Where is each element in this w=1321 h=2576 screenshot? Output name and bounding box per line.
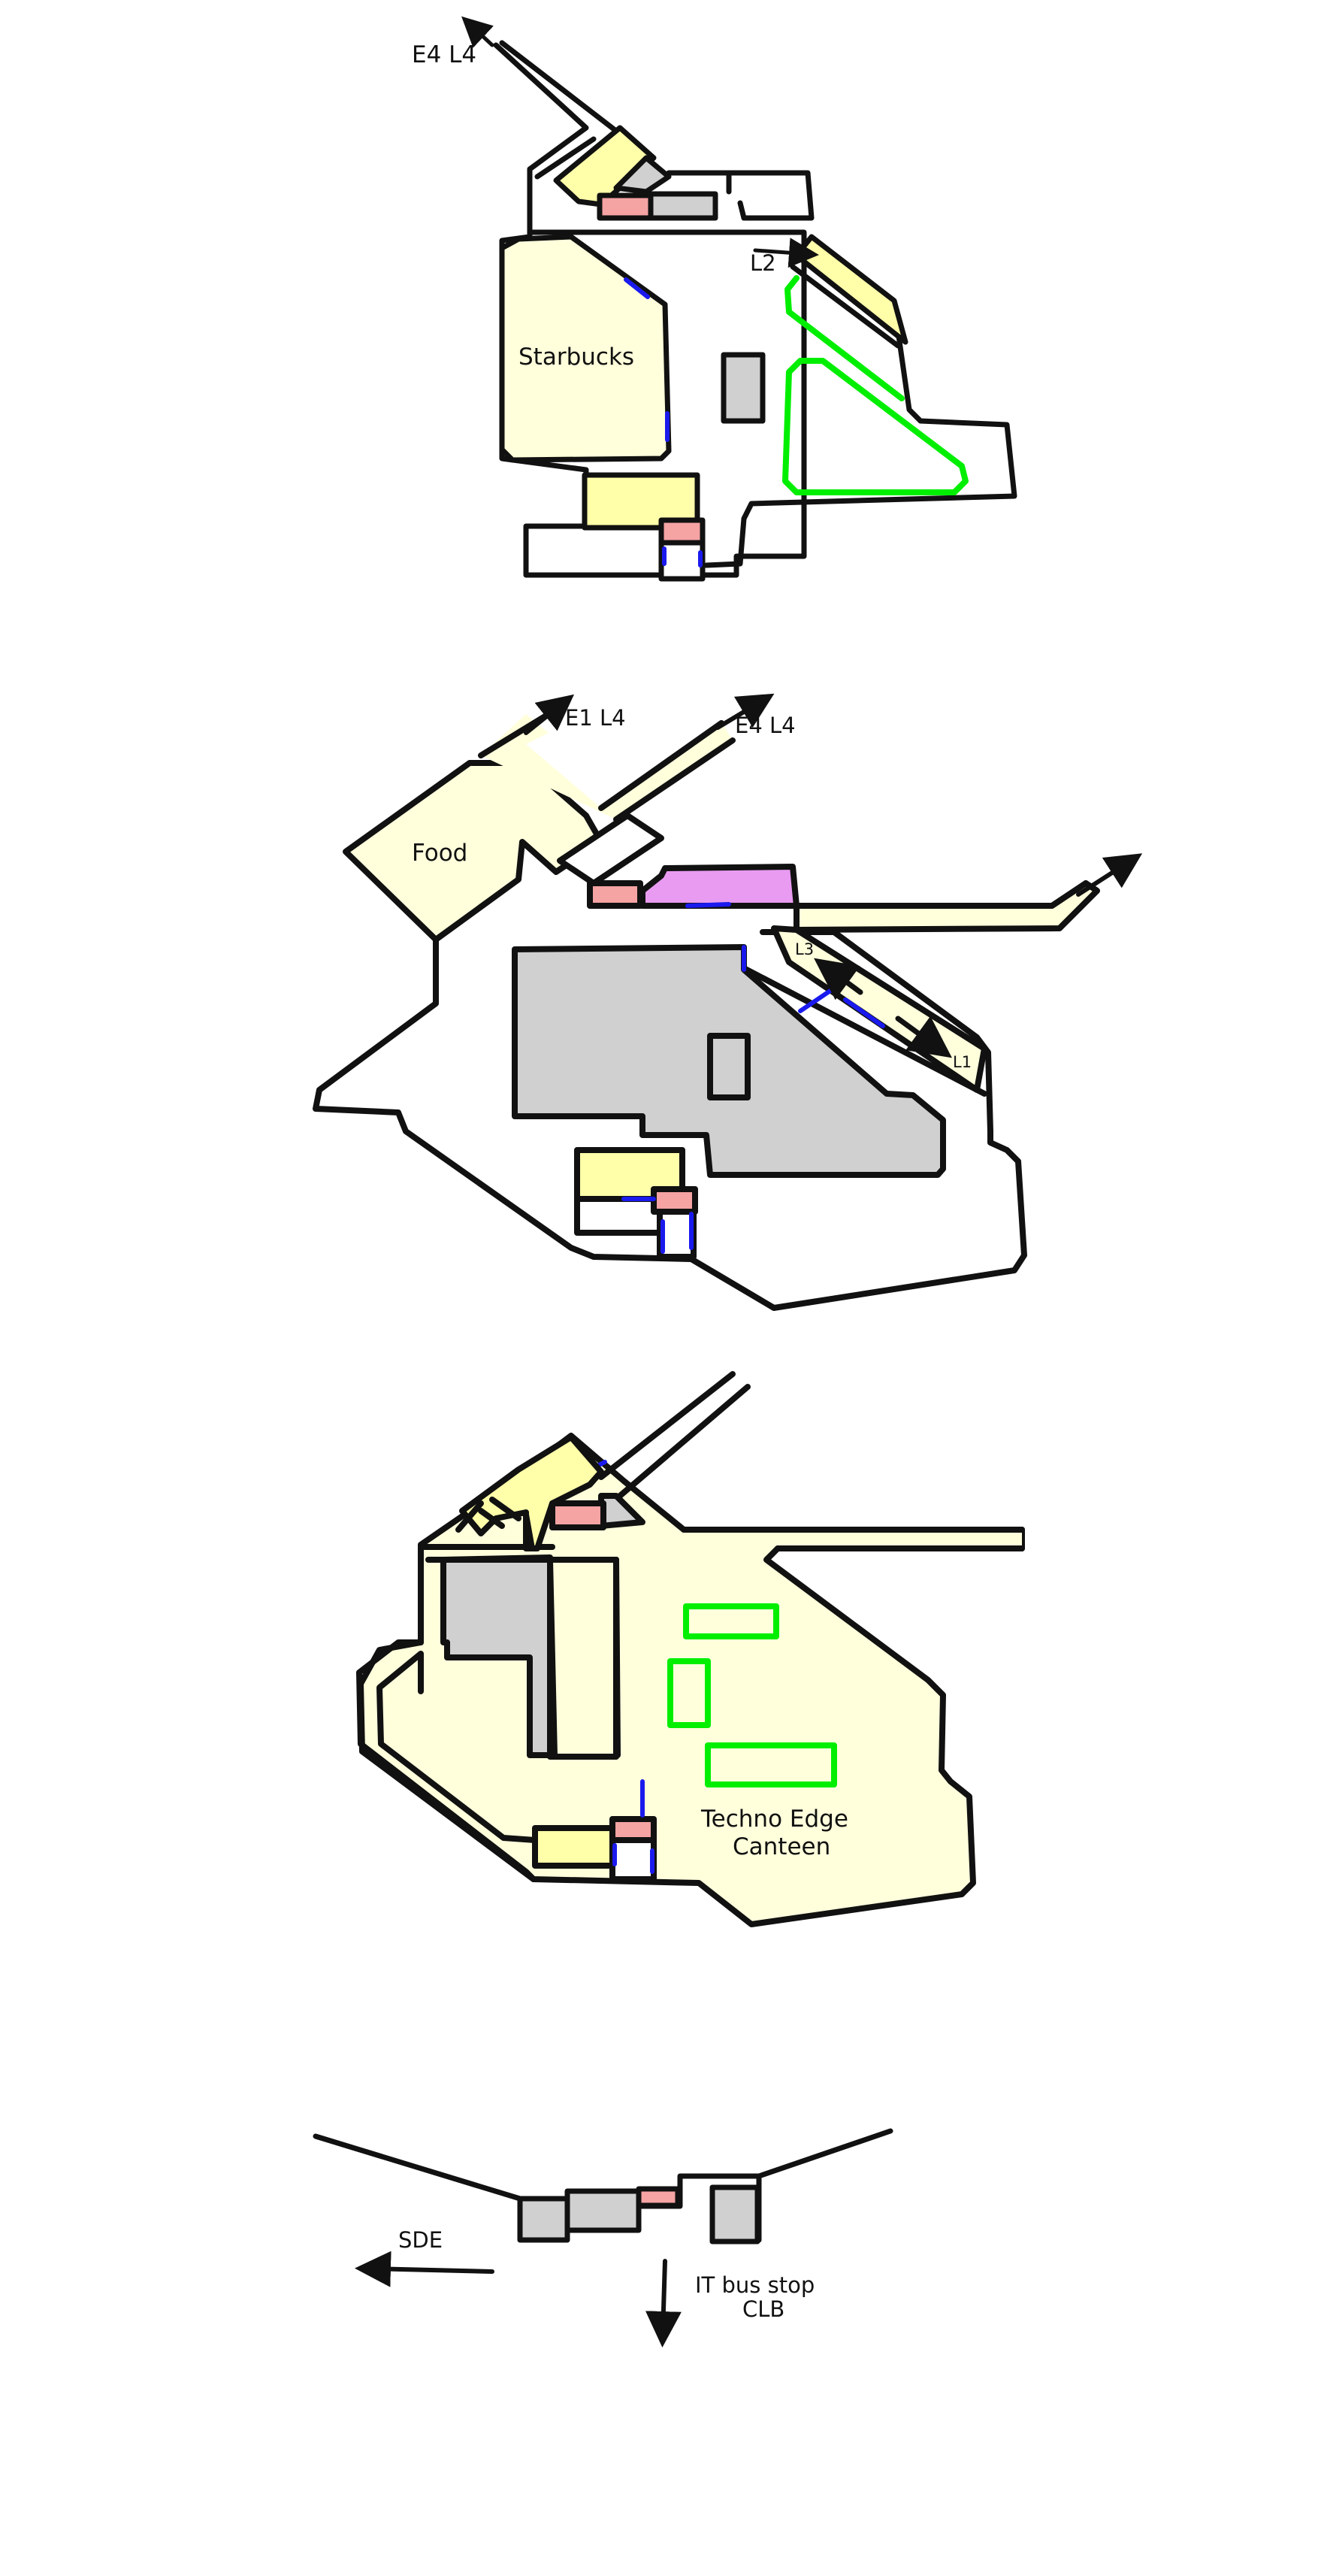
level-second-north-corridor [481, 714, 733, 819]
level-ground-sde-label: SDE [398, 2227, 443, 2253]
level-top-east-wall [703, 253, 1017, 568]
level-top-garden-triangle [782, 358, 969, 495]
level-second-e4-arrow [715, 693, 775, 730]
level-third-west-outline [356, 1545, 537, 1882]
level-second-floor-outline [313, 929, 1027, 1311]
level-second-l1-label: L1 [953, 1053, 972, 1071]
level-top-lower-door [662, 546, 703, 568]
level-second-purple-room [639, 864, 800, 909]
level-second-e1-arrow [524, 694, 575, 735]
level-second-escalator-rail-a [741, 965, 987, 1097]
level-second-pink-restroom [651, 1186, 698, 1215]
level-third-diag-corridor-b [617, 1384, 751, 1499]
level-third-green-table-3 [705, 1742, 837, 1787]
level-ground-bus-label-2: CLB [742, 2296, 784, 2322]
level-second-purple-door [685, 902, 731, 908]
level-third-north-bridge [766, 1530, 1022, 1548]
level-second-pink-room [587, 880, 643, 909]
level-third-green-table-2 [667, 1658, 711, 1728]
level-second-e4-corridor-wall-b [613, 737, 736, 822]
level-top-e4-l4-label: E4 L4 [412, 41, 476, 68]
level-top-starbucks-door-top [624, 277, 650, 299]
level-ground-east-road [756, 2128, 893, 2179]
level-second-l3-arrow [814, 958, 863, 1000]
level-top-west-corridor [493, 42, 597, 180]
level-second-white-room-a [574, 1196, 663, 1236]
level-second-east-arrow [1076, 853, 1143, 897]
level-ground-pink-room [636, 2186, 681, 2208]
level-second-food-label: Food [412, 840, 467, 867]
level-second-e4-corridor-wall-a [598, 720, 724, 811]
level-top-l2-arrow [753, 238, 819, 268]
level-second-l3-label: L3 [795, 940, 814, 958]
level-top-map: E4 L4 Starbucks L2 [412, 16, 1017, 582]
level-second-e4-l4-label: E4 L4 [735, 713, 796, 738]
level-top-lower-white-room [658, 540, 706, 582]
level-ground-gray-room-3 [709, 2184, 760, 2245]
level-top-garden-strip [784, 275, 905, 401]
level-third-white-restroom [609, 1837, 657, 1882]
level-second-yellow-room [574, 1147, 685, 1202]
level-second-upper-white-room [557, 813, 664, 886]
level-third-map: Techno Edge Canteen [356, 1371, 1025, 1927]
level-ground-sde-arrow [355, 2251, 494, 2287]
level-third-west-inner [376, 1651, 538, 1843]
level-top-gray-room [648, 191, 718, 221]
level-top-e4-arrow [461, 16, 494, 48]
level-third-restroom-doors [612, 1779, 654, 1874]
level-third-canteen-label-1: Techno Edge [700, 1806, 848, 1833]
level-second-east-bridge [794, 880, 1100, 933]
level-ground-gray-room-2 [564, 2188, 642, 2233]
level-third-diag-corridor-a [598, 1371, 736, 1480]
level-third-nw-stairs [455, 1497, 535, 1551]
level-ground-west-road [313, 2133, 523, 2202]
level-top-north-wall [527, 166, 815, 235]
level-second-e1-l4-label: E1 L4 [565, 705, 626, 731]
level-top-pink-room [597, 192, 654, 221]
level-top-gray-wedge [613, 155, 672, 195]
level-third-corridor-wall-a [547, 1557, 558, 1758]
level-third-canteen-label-2: Canteen [733, 1833, 830, 1860]
level-third-pink-restroom [609, 1816, 657, 1843]
level-third-green-table-1 [683, 1603, 779, 1639]
level-second-restroom-doors [621, 1197, 694, 1254]
level-top-l2-label: L2 [750, 250, 776, 276]
level-ground-bus-label-1: IT bus stop [695, 2272, 815, 2298]
level-third-gray-corridor [547, 1557, 619, 1760]
level-ground-map: SDE IT bus stop CLB [313, 2128, 893, 2347]
level-second-l1-arrow [895, 1016, 952, 1058]
level-second-map: E1 L4 E4 L4 Food L3 L1 [313, 693, 1143, 1311]
level-third-pink-room [549, 1500, 606, 1530]
level-third-yellow-room [532, 1825, 617, 1869]
level-top-escalator-yellow [794, 234, 908, 345]
level-top-lower-pink-room [658, 517, 706, 546]
level-top-starbucks-label: Starbucks [518, 344, 634, 371]
level-third-corridor-wall-b [613, 1557, 621, 1758]
level-second-atrium-pillar [707, 1033, 751, 1100]
level-ground-gray-room-1 [517, 2196, 570, 2243]
level-top-starbucks-block [499, 234, 672, 463]
level-top-escalator-rail [790, 264, 901, 349]
level-ground-bus-arrow [645, 2259, 682, 2347]
level-top-central-pillar [721, 352, 766, 424]
